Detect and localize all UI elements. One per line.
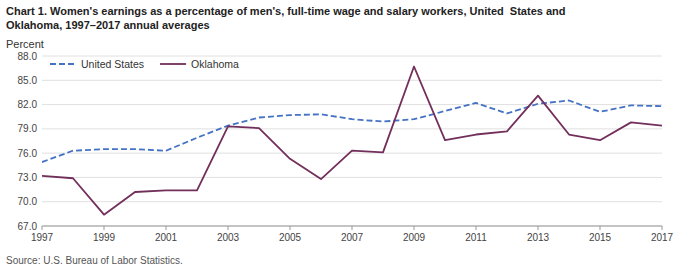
legend-swatch (160, 63, 186, 65)
y-tick-label: 88.0 (18, 51, 38, 62)
x-tick (228, 226, 229, 230)
x-tick-label: 2005 (279, 232, 302, 243)
grid-line (42, 128, 662, 129)
y-tick-label: 67.0 (18, 221, 38, 232)
x-tick-label: 2015 (589, 232, 612, 243)
grid-line (42, 153, 662, 154)
grid-line (42, 104, 662, 105)
y-axis: 67.0 70.0 73.0 76.0 79.0 82.0 85.0 88.0 (18, 51, 662, 232)
x-tick (104, 226, 105, 230)
grid-line (42, 56, 662, 57)
x-tick-label: 1999 (93, 232, 116, 243)
legend-label: United States (81, 58, 144, 70)
grid-line (42, 177, 662, 178)
y-axis-label: Percent (6, 38, 44, 50)
source: Source: U.S. Bureau of Labor Statistics. (6, 255, 183, 266)
x-tick (42, 226, 43, 230)
series-line (42, 101, 662, 163)
legend-label: Oklahoma (191, 58, 239, 70)
chart: Chart 1. Women's earnings as a percentag… (0, 0, 673, 270)
x-tick (476, 226, 477, 230)
plot-area (42, 67, 662, 215)
x-tick (166, 226, 167, 230)
x-tick (600, 226, 601, 230)
x-tick (290, 226, 291, 230)
x-axis: 1997 1999 2001 2003 2005 2007 2009 2011 2013 2015… (31, 226, 673, 243)
legend-item: United States (50, 58, 144, 70)
x-tick-label: 2003 (217, 232, 240, 243)
y-tick-label: 70.0 (18, 196, 38, 207)
y-tick-label: 79.0 (18, 123, 38, 134)
legend-item: Oklahoma (160, 58, 239, 70)
legend: United States Oklahoma (50, 58, 239, 70)
title: Chart 1. Women's earnings as a percentag… (6, 5, 565, 31)
x-tick-label: 1997 (31, 232, 54, 243)
series-line (42, 67, 662, 215)
x-tick-label: 2001 (155, 232, 178, 243)
y-tick-label: 85.0 (18, 75, 38, 86)
x-tick (662, 226, 663, 230)
y-tick-label: 73.0 (18, 172, 38, 183)
y-tick-label: 76.0 (18, 148, 38, 159)
x-tick-label: 2007 (341, 232, 364, 243)
x-tick (414, 226, 415, 230)
x-tick (352, 226, 353, 230)
grid-line (42, 80, 662, 81)
x-tick-label: 2017 (651, 232, 673, 243)
x-tick (538, 226, 539, 230)
grid-line (42, 201, 662, 202)
x-tick-label: 2013 (527, 232, 550, 243)
x-tick-label: 2009 (403, 232, 426, 243)
x-tick-label: 2011 (465, 232, 487, 243)
y-tick-label: 82.0 (18, 99, 38, 110)
legend-swatch (50, 63, 76, 65)
title-group: Chart 1. Women's earnings as a percentag… (6, 5, 565, 31)
